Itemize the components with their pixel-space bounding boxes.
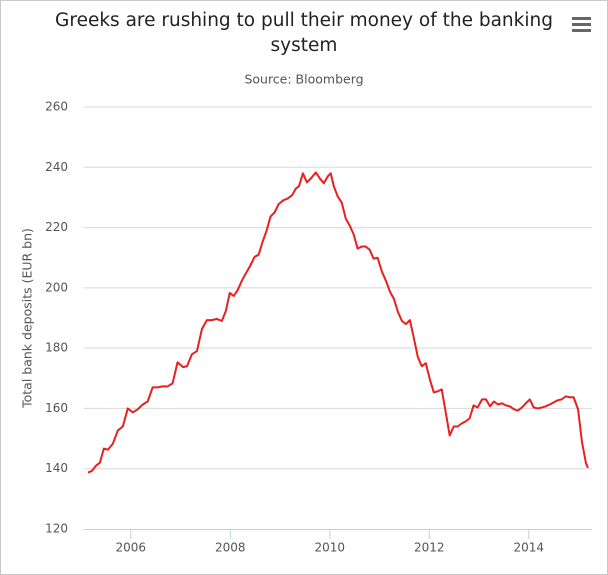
y-tick-label: 240: [45, 160, 68, 174]
y-tick-label: 120: [45, 522, 68, 536]
y-tick-label: 160: [45, 401, 68, 415]
menu-button[interactable]: [568, 13, 594, 35]
data-line: [87, 171, 589, 474]
x-tick-label: 2014: [514, 541, 545, 555]
y-tick-label: 180: [45, 341, 68, 355]
chart-subtitle: Source: Bloomberg: [244, 72, 363, 87]
x-tick-label: 2008: [215, 541, 246, 555]
x-tick-label: 2012: [414, 541, 445, 555]
menu-bar: [572, 23, 591, 26]
y-tick-label: 220: [45, 220, 68, 234]
x-tick-label: 2006: [115, 541, 146, 555]
menu-bar: [572, 17, 591, 20]
chart-title: Greeks are rushing to pull their money o…: [55, 10, 553, 56]
y-tick-label: 260: [45, 100, 68, 114]
x-tick-label: 2010: [315, 541, 346, 555]
menu-bar: [572, 29, 591, 32]
y-axis-label: Total bank deposits (EUR bn): [20, 228, 35, 409]
y-tick-label: 200: [45, 280, 68, 294]
y-tick-label: 140: [45, 461, 68, 475]
